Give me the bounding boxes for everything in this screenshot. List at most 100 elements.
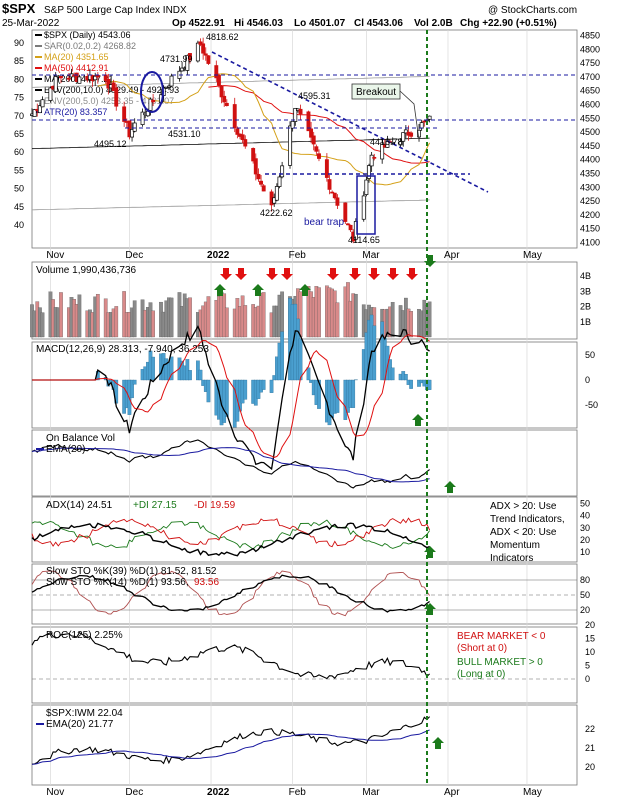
up-arrow: [444, 481, 456, 493]
level-4531: 4531.10: [168, 129, 201, 139]
volume-tick-label: 4B: [580, 271, 591, 281]
volume-arrows: [214, 255, 436, 296]
candle-body: [262, 186, 265, 191]
chart-date: 25-Mar-2022: [2, 18, 60, 29]
candle-body: [170, 76, 173, 86]
macd-tick-label: 0: [585, 375, 590, 385]
watermark: @ StockCharts.com: [488, 5, 577, 16]
legend-entry: ATR(20) 83.357: [44, 107, 107, 117]
level-4595: 4595.31: [298, 91, 331, 101]
adx-tick-label: 30: [580, 523, 590, 533]
candle-body: [67, 78, 70, 79]
adx-line: [32, 523, 430, 556]
price-tick-label: 4650: [580, 86, 600, 96]
ratio-tick-label: 21: [585, 743, 595, 753]
ratio-label: $SPX:IWM 22.04: [46, 708, 123, 719]
adx-tick-label: 40: [580, 511, 590, 521]
x-tick-label-bottom: Mar: [362, 787, 380, 798]
volume-bar: [151, 311, 154, 337]
adx-note-2: Trend Indicators,: [490, 514, 565, 525]
atr-tick-label: 50: [14, 184, 24, 194]
adx-tick-label: 10: [580, 547, 590, 557]
x-tick-label-top: 2022: [207, 250, 230, 261]
down-arrow: [387, 268, 399, 280]
down-arrow: [424, 255, 436, 267]
adx-label: ADX(14) 24.51: [46, 500, 113, 511]
ratio-ema-line: [32, 730, 430, 764]
candle-body: [259, 181, 262, 184]
candle-body: [317, 154, 320, 159]
volume-label: Volume 1,990,436,736: [36, 265, 137, 276]
candle-body: [410, 133, 413, 136]
legend-entry: MA(50) 4412.91: [44, 63, 109, 73]
candle-body: [344, 203, 347, 222]
candle-body: [275, 186, 278, 200]
price-tick-label: 4450: [580, 141, 600, 151]
candle-body: [217, 75, 220, 85]
volume-bar: [409, 311, 412, 337]
candle-body: [225, 103, 228, 105]
macd-label: MACD(12,26,9) 28.313, -7.940, 36.253: [36, 344, 209, 355]
volume-bar: [336, 303, 339, 337]
atr-tick-label: 70: [14, 111, 24, 121]
symbol-title: $SPX: [2, 1, 36, 16]
price-tick-label: 4300: [580, 182, 600, 192]
price-tick-label: 4550: [580, 113, 600, 123]
x-tick-label-bottom: May: [523, 787, 542, 798]
down-arrow: [266, 268, 278, 280]
arrow-shape: [266, 268, 278, 280]
down-arrow: [281, 268, 293, 280]
candle-body: [336, 198, 339, 206]
macd-hist-bar: [352, 380, 355, 408]
volume-bar: [59, 292, 62, 337]
macd-hist-bar: [207, 380, 210, 402]
arrow-shape: [412, 414, 424, 426]
price-tick-label: 4250: [580, 196, 600, 206]
adx-note-4: Momentum: [490, 540, 540, 551]
roc-tick-label: 15: [585, 634, 595, 644]
x-tick-label-top: Dec: [125, 250, 143, 261]
x-tick-label-bottom: Nov: [46, 787, 64, 798]
volume-bar: [115, 306, 118, 337]
atr-tick-label: 80: [14, 74, 24, 84]
roc-bear-note-2: (Short at 0): [457, 643, 507, 654]
roc-tick-label: 10: [585, 647, 595, 657]
price-tick-label: 4750: [580, 58, 600, 68]
candle-body: [54, 76, 57, 91]
atr-tick-label: 60: [14, 147, 24, 157]
volume-bar: [41, 313, 44, 337]
roc-bull-note-1: BULL MARKET > 0: [457, 657, 543, 668]
macd-hist-bar: [270, 380, 273, 393]
atr-tick-label: 40: [14, 220, 24, 230]
candle-body: [236, 129, 239, 135]
macd-hist-bar: [409, 380, 412, 389]
down-arrow: [235, 268, 247, 280]
adx-lines: [32, 518, 430, 556]
sto-tick-label: 50: [580, 590, 590, 600]
macd-hist-bar: [373, 326, 376, 380]
open-value: Op 4522.91: [172, 18, 225, 29]
macd-hist-bar: [262, 380, 265, 390]
level-4495: 4495.12: [94, 139, 127, 149]
volume-bar: [133, 301, 136, 337]
level-4731: 4731.99: [160, 54, 193, 64]
symbol-description: S&P 500 Large Cap Index INDX: [44, 5, 187, 16]
x-tick-label-bottom: Feb: [289, 787, 307, 798]
macd-hist-bar: [299, 339, 302, 380]
price-tick-label: 4350: [580, 168, 600, 178]
candle-body: [204, 54, 207, 55]
adx-tick-label: 50: [580, 499, 590, 509]
candle-body: [281, 166, 284, 177]
atr-tick-label: 55: [14, 165, 24, 175]
x-tick-label-bottom: Apr: [444, 787, 460, 798]
candle-body: [254, 159, 257, 174]
obv-line: [32, 440, 430, 488]
candle-body: [49, 88, 52, 101]
x-tick-label-bottom: Dec: [125, 787, 143, 798]
minus-di-label: -DI 19.59: [194, 500, 236, 511]
volume-bar: [280, 292, 283, 337]
